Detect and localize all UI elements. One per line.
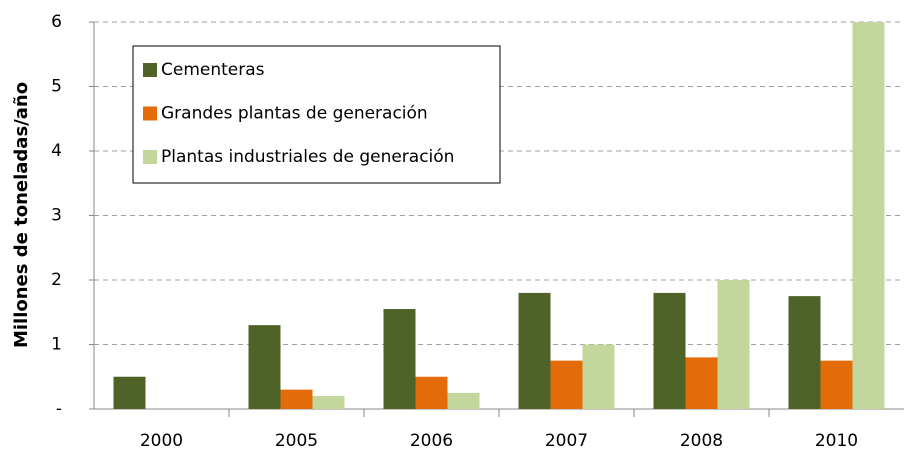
bar [653,292,686,409]
legend-label: Grandes plantas de generación [161,104,428,124]
bar [280,389,313,409]
bar [820,360,853,409]
bar [415,376,448,409]
bar [852,22,885,409]
bar [582,344,615,409]
bar [447,392,480,409]
legend-swatch [143,63,157,77]
x-tick-label: 2008 [680,431,723,451]
legend-label: Cementeras [161,60,265,80]
bar [312,396,345,409]
x-tick-label: 2007 [545,431,588,451]
y-tick-label: 2 [51,270,62,290]
x-tick-label: 2000 [140,431,183,451]
y-tick-label: 4 [51,141,62,161]
bar [717,280,750,409]
bar [383,309,416,409]
legend-swatch [143,150,157,164]
y-tick-label: 6 [51,12,62,32]
bar [518,292,551,409]
bar [788,296,821,409]
y-tick-label: 3 [51,206,62,226]
x-tick-label: 2006 [410,431,453,451]
y-tick-label: 1 [51,335,62,355]
legend-label: Plantas industriales de generación [161,147,454,167]
bar [550,360,583,409]
legend-box [132,45,501,184]
bar [248,325,281,409]
y-tick-label: 5 [51,77,62,97]
x-tick-label: 2010 [815,431,858,451]
y-axis-label: Millones de toneladas/año [11,82,32,348]
bar [685,357,718,409]
x-tick-label: 2005 [275,431,318,451]
legend-swatch [143,106,157,121]
y-tick-label: - [56,399,62,419]
bar [113,376,146,409]
